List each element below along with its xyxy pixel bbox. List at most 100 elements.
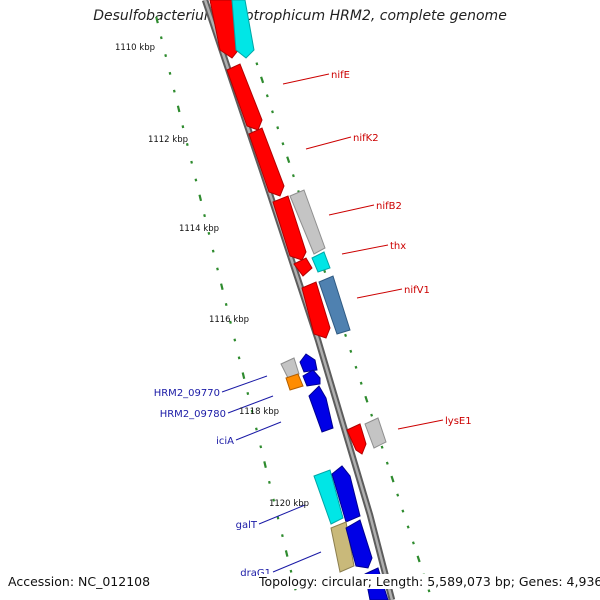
gene-arrow-g17[interactable]: [364, 417, 387, 449]
tick-mark: [233, 338, 237, 342]
tick-mark: [246, 391, 250, 395]
gene-arrow-nifb2[interactable]: [272, 195, 307, 261]
tick-mark: [190, 160, 193, 164]
tick-mark: [255, 62, 259, 66]
tick-mark: [250, 409, 254, 413]
gene-label-nife[interactable]: nifE: [331, 70, 350, 81]
gene-arrow-g14[interactable]: [302, 369, 321, 387]
tick-mark: [185, 142, 189, 146]
tick-mark: [164, 54, 168, 58]
tick-mark: [211, 249, 215, 253]
gene-arrow-g2[interactable]: [231, 0, 255, 59]
gene-label-nifb2[interactable]: nifB2: [376, 201, 402, 212]
tick-mark: [385, 461, 389, 465]
gene-arrow-g10[interactable]: [301, 281, 331, 339]
tick-mark: [390, 475, 395, 483]
tick-mark: [207, 231, 211, 235]
gene-arrow-hrm2_09770[interactable]: [280, 357, 300, 379]
gene-arrow-g1[interactable]: [209, 0, 241, 59]
gene-labels: nifE nifK2 nifB2 thx nifV1 lysE1 HRM2_09770 HRM…: [154, 70, 472, 579]
gene-label-nifv1[interactable]: nifV1: [404, 285, 430, 296]
gene-label-nifk2[interactable]: nifK2: [353, 133, 379, 144]
gene-label-galt[interactable]: galT: [236, 520, 258, 531]
gene-label-drag1[interactable]: draG1: [240, 568, 271, 579]
gene-label-hrm2_09770[interactable]: HRM2_09770: [154, 388, 220, 399]
gene-label-hrm2_09780[interactable]: HRM2_09780: [160, 409, 226, 420]
label-leader-line: [221, 375, 268, 393]
label-leader-line: [227, 395, 274, 414]
label-leader-line: [356, 288, 403, 299]
label-leader-line: [305, 136, 352, 150]
genome-backbone: [201, 0, 396, 600]
gene-features: [209, 0, 389, 600]
map-title: Desulfobacterium autotrophicum HRM2, com…: [93, 8, 507, 24]
tick-mark: [241, 372, 246, 380]
tick-mark: [364, 395, 369, 403]
tick-mark: [271, 110, 274, 114]
tick-mark: [411, 541, 415, 545]
genome-summary-text: Topology: circular; Length: 5,589,073 bp…: [259, 574, 600, 589]
tick-mark: [194, 178, 198, 182]
tick-mark: [354, 365, 358, 369]
gene-arrow-g21[interactable]: [345, 519, 373, 569]
gene-label-thx[interactable]: thx: [390, 241, 406, 252]
tick-mark: [276, 516, 280, 520]
tick-mark: [380, 445, 384, 449]
label-leader-line: [282, 73, 330, 85]
tick-mark: [203, 214, 206, 218]
gene-arrow-g7[interactable]: [293, 257, 313, 277]
tick-mark: [224, 303, 228, 307]
tick-mark: [168, 71, 172, 75]
tick-mark: [181, 125, 185, 129]
tick-mark: [406, 525, 410, 529]
gene-arrow-lyse1[interactable]: [346, 423, 367, 455]
gene-arrow-nifk2[interactable]: [248, 127, 285, 197]
tick-mark: [155, 16, 159, 24]
gene-arrow-hrm2_09780[interactable]: [285, 373, 304, 391]
tick-mark: [401, 509, 405, 513]
tick-labels: 1110 kbp 1112 kbp 1114 kbp 1116 kbp 1118 kbp…: [115, 43, 309, 509]
tick-mark: [176, 105, 181, 113]
gene-arrow-g5[interactable]: [289, 189, 326, 255]
tick-mark: [198, 194, 203, 202]
label-leader-line: [235, 421, 282, 441]
tick-label: 1114 kbp: [179, 224, 219, 234]
tick-mark: [289, 569, 293, 573]
label-leader-line: [272, 551, 322, 573]
label-leader-line: [328, 204, 375, 216]
tick-mark: [159, 36, 163, 40]
tick-mark: [276, 126, 280, 130]
tick-label: 1116 kbp: [209, 315, 249, 325]
tick-mark: [323, 269, 327, 274]
tick-mark: [286, 156, 291, 164]
tick-mark: [172, 89, 176, 93]
label-leader-line: [258, 504, 306, 525]
tick-mark: [260, 76, 265, 84]
gene-label-icia[interactable]: iciA: [216, 436, 234, 447]
tick-mark: [349, 349, 353, 353]
tick-mark: [272, 498, 276, 502]
tick-mark: [237, 356, 241, 360]
gene-arrow-icia[interactable]: [308, 385, 334, 433]
backbone-outline: [201, 0, 396, 600]
tick-mark: [370, 413, 374, 417]
accession-text: Accession: NC_012108: [8, 574, 151, 589]
tick-mark: [216, 267, 219, 271]
gene-arrow-g13[interactable]: [299, 353, 318, 373]
gene-arrow-thx[interactable]: [311, 251, 331, 273]
tick-label: 1118 kbp: [239, 407, 279, 417]
tick-mark: [291, 174, 295, 178]
tick-label: 1120 kbp: [269, 499, 309, 509]
tick-mark: [268, 480, 271, 484]
tick-mark: [220, 283, 224, 291]
gene-arrow-nifv1[interactable]: [318, 275, 351, 335]
gene-label-lyse1[interactable]: lysE1: [445, 416, 472, 427]
gene-arrow-galt[interactable]: [313, 469, 344, 525]
tick-mark: [255, 427, 258, 431]
tick-mark: [359, 381, 363, 385]
tick-mark: [427, 589, 431, 593]
tick-mark: [263, 461, 267, 468]
gene-arrow-g19[interactable]: [331, 465, 361, 523]
tick-mark: [416, 555, 421, 563]
gene-arrow-nife[interactable]: [226, 63, 263, 131]
